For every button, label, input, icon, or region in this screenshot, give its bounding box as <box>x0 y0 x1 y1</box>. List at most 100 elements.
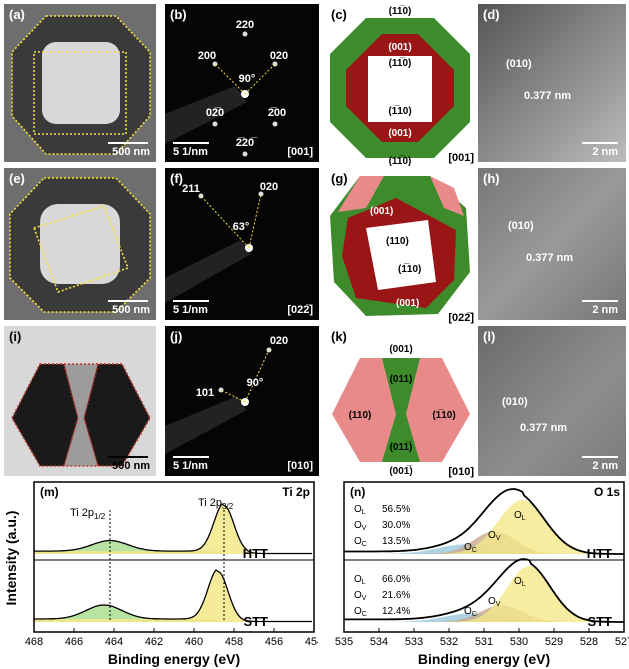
saed-spot-label: 200 <box>198 50 216 62</box>
crystal-model-k: (001) (011) (110) (1̅10) (011̅) (001̅) <box>332 344 470 477</box>
saed-spot-label: 020 <box>270 50 288 62</box>
stt-components: OL 66.0% OV 21.6% OC 12.4% <box>354 574 410 618</box>
x-tick-label: 528 <box>580 636 598 648</box>
angle-label: 90° <box>247 377 264 389</box>
facet-label: (001) <box>370 206 393 217</box>
svg-text:OL: OL <box>514 576 526 588</box>
scale-bar-label: 2 nm <box>592 460 618 472</box>
saed-spot-label: 211 <box>182 183 200 195</box>
angle-label: 63° <box>233 221 250 233</box>
facet-label: (001) <box>389 344 412 355</box>
stt-ol-value: 66.0% <box>382 574 410 585</box>
corner-title: O 1s <box>594 485 620 499</box>
crystal-model-g: (001) (110) (1̅10) (001) <box>330 176 470 316</box>
ti2p12-component-HTT <box>34 540 314 554</box>
saed-spot-label: 02̅0 <box>206 107 224 119</box>
lattice-spacing-label: 0.377 nm <box>524 90 572 102</box>
lattice-plane-label: (010) <box>502 396 528 408</box>
x-tick-label: 468 <box>25 636 43 648</box>
peak-annotations: OL OV OC OL OV OC <box>464 510 526 618</box>
tem-particle-i <box>11 363 151 467</box>
svg-text:OL: OL <box>354 574 366 586</box>
x-axis-label: Binding energy (eV) <box>418 651 550 667</box>
x-tick-label: 530 <box>510 636 528 648</box>
peak-label-ti2p12: Ti 2p1/2 <box>70 507 106 521</box>
series-label-stt: STT <box>243 614 268 629</box>
x-tick-label: 462 <box>145 636 163 648</box>
scale-bar <box>173 300 209 302</box>
facet-label: (001) <box>396 298 419 309</box>
tem-particle-e <box>9 177 151 313</box>
svg-text:OV: OV <box>488 530 501 542</box>
scale-bar-label: 500 nm <box>112 304 150 316</box>
scale-bar <box>582 456 618 458</box>
scale-bar <box>108 142 148 144</box>
facet-label: (1̅10) <box>432 409 455 421</box>
htt-ol-value: 56.5% <box>382 504 410 515</box>
panel-l-hrtem: (l) (010) 0.377 nm 2 nm <box>478 326 626 476</box>
zone-axis-label: [022̅] <box>448 312 474 324</box>
svg-text:OL: OL <box>514 510 526 522</box>
panel-label: (g) <box>331 171 348 186</box>
lattice-spacing-label: 0.377 nm <box>520 422 568 434</box>
zone-axis-label: [022̅] <box>287 304 313 316</box>
panel-label: (i) <box>9 329 22 344</box>
zone-axis-label: [010] <box>287 460 313 472</box>
ti2p-envelope-STT <box>34 569 312 623</box>
htt-oc-value: 13.5% <box>382 536 410 547</box>
x-tick-label: 532 <box>440 636 458 648</box>
panel-h-hrtem: (h) (010) 0.377 nm 2 nm <box>478 168 626 320</box>
facet-label: (11̅0) <box>389 5 412 17</box>
facet-label: (011̅) <box>390 441 413 453</box>
panel-b-saed: 220 200 020 02̅0 2̅00 2̅20̅ 90° (b) 5 1/… <box>165 4 319 162</box>
scale-bar <box>582 300 618 302</box>
lattice-plane-label: (010) <box>506 58 532 70</box>
panel-label: (h) <box>483 171 500 186</box>
panel-d-hrtem: (d) (010) 0.377 nm 2 nm <box>478 4 626 162</box>
svg-text:OC: OC <box>464 606 477 618</box>
svg-text:OC: OC <box>464 542 477 554</box>
plot-frame <box>343 481 625 633</box>
scale-bar <box>173 456 209 458</box>
zone-axis-label: [001] <box>287 146 313 158</box>
scale-bar <box>582 142 618 144</box>
panel-label: (m) <box>40 485 59 499</box>
series-label-htt: HTT <box>587 546 612 561</box>
panel-label: (d) <box>483 7 500 22</box>
svg-text:OV: OV <box>488 596 501 608</box>
saed-spot-label: 020 <box>270 335 288 347</box>
stt-ov-value: 21.6% <box>382 590 410 601</box>
x-axis-label: Binding energy (eV) <box>108 651 240 667</box>
svg-text:OC: OC <box>354 536 367 548</box>
series-label-htt: HTT <box>243 546 268 561</box>
lattice-spacing-label: 0.377 nm <box>526 252 574 264</box>
facet-label: (011) <box>390 374 413 385</box>
peak-label-ti2p32: Ti 2p3/2 <box>198 497 234 511</box>
saed-pattern-b: 220 200 020 02̅0 2̅00 2̅20̅ 90° <box>165 19 288 157</box>
lattice-plane-label: (010) <box>508 220 534 232</box>
plot-frame <box>33 481 315 633</box>
facet-label: (001) <box>388 128 411 139</box>
scale-bar-label: 5 1/nm <box>173 146 208 158</box>
o1s-component-HTT-0 <box>344 500 624 554</box>
x-tick-label: 460 <box>185 636 203 648</box>
facet-label: (1̅10) <box>398 263 421 275</box>
saed-spot-label: 2̅20̅ <box>236 137 258 149</box>
saed-pattern-f: 211 020 63° <box>165 181 278 303</box>
y-axis-label: Intensity (a.u.) <box>3 511 19 606</box>
scale-bar-label: 500 nm <box>112 146 150 158</box>
xps-o1s-chart: 535 534 533 532 531 530 529 528 527 (n) O 1s Bin… <box>335 481 629 667</box>
xps-ti2p-chart: 468 466 464 462 460 458 456 454 (m) Ti 2p Bindi… <box>3 481 318 667</box>
panel-g-facet-model: (001) (110) (1̅10) (001) (g) [022̅] <box>326 168 476 324</box>
facet-label: (110) <box>349 410 372 421</box>
x-tick-label: 458 <box>225 636 243 648</box>
scale-bar <box>108 456 148 458</box>
o1s-envelope-HTT <box>344 488 624 555</box>
x-tick-label: 454 <box>305 636 318 648</box>
x-tick-label: 456 <box>265 636 283 648</box>
panel-c-facet-model: (11̅0) (001) (11̅0) (1̅10) (001) (11̅0) … <box>326 4 476 166</box>
panel-label: (f) <box>170 171 183 186</box>
panel-label: (l) <box>483 329 496 344</box>
panel-label: (b) <box>170 7 187 22</box>
zone-axis-label: [010] <box>448 466 474 478</box>
